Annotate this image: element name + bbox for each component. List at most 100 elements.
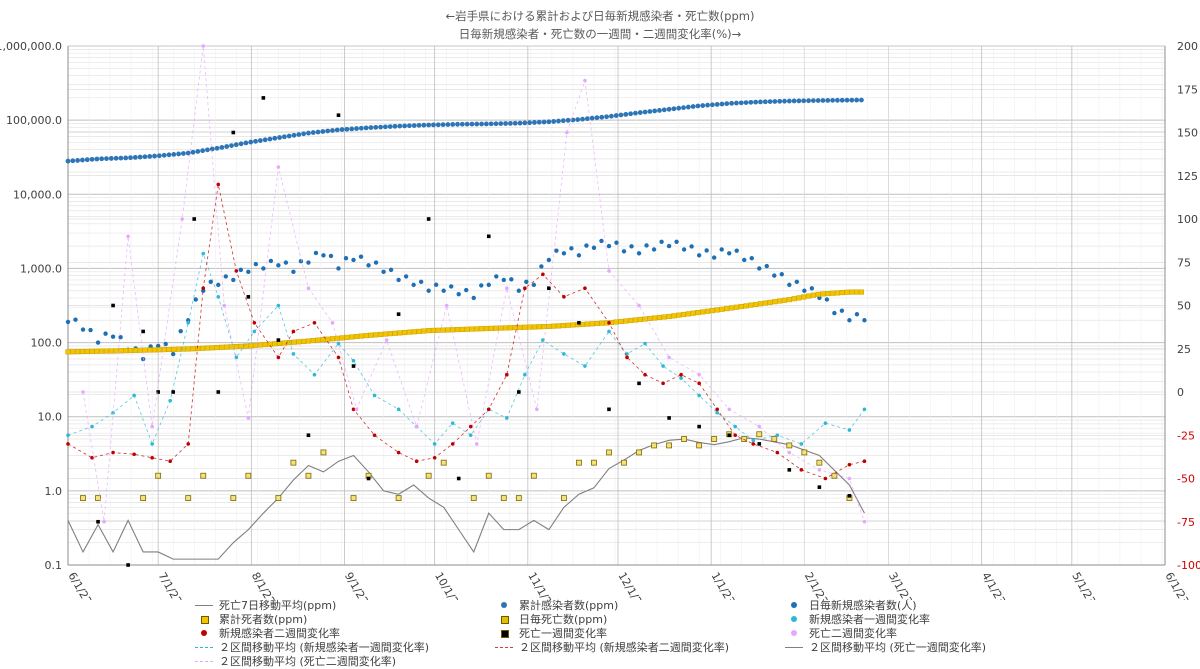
cumulative-deaths-point: [382, 331, 388, 337]
cumulative-cases-point: [690, 104, 696, 109]
daily-new-cases-point: [787, 282, 792, 288]
legend-label: 死亡二週間変化率: [809, 627, 897, 640]
cumulative-cases-point: [455, 121, 460, 127]
left-tick-label: 0.1: [45, 559, 63, 572]
cumulative-deaths-point: [430, 327, 437, 333]
daily-new-cases-point: [373, 260, 379, 265]
cumulative-deaths-point: [171, 346, 177, 352]
rate-cases-1week-point: [715, 410, 719, 415]
cumulative-cases-point: [483, 121, 489, 127]
cumulative-cases-point: [681, 105, 686, 111]
cumulative-deaths-point: [406, 329, 412, 335]
cumulative-cases-point: [791, 98, 797, 104]
daily-deaths-point: [230, 495, 237, 501]
x-tick-label: 12/1/22: [615, 570, 647, 600]
daily-new-cases-point: [88, 327, 93, 333]
cumulative-deaths-point: [387, 331, 393, 337]
daily-deaths-point: [470, 495, 477, 501]
cumulative-cases-point: [123, 155, 129, 161]
x-tick-label: 2/1/23: [802, 570, 831, 600]
daily-deaths-point: [290, 459, 297, 466]
rate-deaths-2week-point: [862, 519, 867, 524]
daily-deaths-point: [576, 459, 582, 466]
cumulative-deaths-point: [416, 328, 422, 334]
rate-deaths-1week-point: [156, 390, 160, 394]
daily-new-cases-point: [411, 282, 416, 288]
cumulative-cases-point: [743, 100, 749, 105]
right-tick-label: 0: [1177, 386, 1184, 399]
legend-item: 死亡二週間変化率: [785, 626, 897, 640]
cumulative-deaths-point: [844, 289, 850, 295]
cumulative-cases-point: [382, 124, 388, 130]
cumulative-deaths-point: [411, 329, 417, 335]
cumulative-deaths-point: [344, 334, 350, 340]
legend-label: 日毎死亡数(ppm): [519, 613, 608, 626]
cumulative-cases-point: [378, 124, 383, 130]
rate-cases-1week-line: [67, 252, 865, 445]
cumulative-cases-point: [310, 130, 316, 135]
cumulative-deaths-point: [729, 305, 735, 311]
cumulative-deaths-point: [709, 308, 715, 314]
cumulative-deaths-point: [75, 349, 81, 355]
cumulative-cases-point: [190, 149, 196, 155]
daily-new-cases-point: [659, 239, 664, 245]
legend-item: 日毎死亡数(ppm): [495, 612, 607, 626]
cumulative-deaths-point: [483, 325, 489, 332]
cumulative-cases-point: [758, 99, 763, 105]
daily-deaths-point: [500, 495, 507, 501]
rate-deaths-1week-point: [757, 442, 762, 446]
rate-cases-2week-point: [186, 442, 191, 446]
cumulative-cases-point: [407, 123, 412, 129]
right-tick-label: -25: [1177, 429, 1195, 442]
rate-deaths-1week-point: [817, 485, 822, 489]
x-tick-label: 5/1/23: [1069, 570, 1098, 600]
cumulative-cases-point: [70, 158, 76, 164]
rate-cases-1week-point: [847, 428, 852, 432]
daily-new-cases-point: [140, 356, 146, 362]
cumulative-cases-point: [479, 121, 484, 127]
cumulative-cases-point: [330, 128, 335, 133]
cumulative-deaths-point: [685, 311, 691, 317]
rate-cases-2week-point: [276, 355, 281, 360]
daily-new-cases-point: [749, 256, 754, 261]
rate-deaths-2week-point: [637, 303, 641, 308]
daily-new-cases-point: [591, 245, 597, 250]
legend-swatch-icon: [785, 641, 803, 653]
cumulative-deaths-point: [156, 347, 162, 353]
cumulative-cases-point: [685, 104, 691, 110]
legend-item: 日毎新規感染者数(人): [785, 598, 917, 612]
rate-deaths-1week-point: [547, 286, 551, 290]
cumulative-cases-point: [613, 113, 619, 118]
daily-new-cases-point: [546, 257, 552, 263]
rate-cases-2week-point: [625, 355, 629, 360]
rate-cases-1week-point: [583, 364, 587, 368]
rate-cases-2week-point: [168, 459, 172, 464]
daily-new-cases-point: [433, 282, 439, 287]
rate-deaths-2week-line: [82, 45, 865, 522]
daily-new-cases-point: [689, 244, 694, 249]
cumulative-deaths-point: [176, 346, 182, 352]
cumulative-cases-point: [854, 97, 860, 103]
daily-new-cases-point: [426, 288, 431, 293]
daily-deaths-point: [305, 472, 312, 479]
rate-deaths-1week-point: [192, 217, 197, 221]
cumulative-cases-point: [108, 156, 114, 161]
daily-new-cases-point: [253, 261, 259, 267]
cumulative-cases-point: [325, 128, 331, 134]
x-tick-label: 7/1/22: [156, 570, 185, 600]
daily-new-cases-point: [313, 250, 319, 256]
cumulative-cases-point: [541, 119, 547, 125]
cumulative-deaths-point: [738, 303, 744, 310]
cumulative-cases-point: [277, 135, 282, 140]
cumulative-cases-point: [503, 121, 508, 126]
daily-deaths-point: [786, 442, 793, 449]
cumulative-cases-point: [623, 111, 629, 117]
cumulative-cases-point: [142, 154, 148, 160]
rate-cases-1week-point: [432, 442, 437, 446]
rate-cases-1week-point: [336, 341, 341, 346]
cumulative-deaths-point: [714, 307, 720, 313]
daily-new-cases-point: [321, 253, 326, 258]
daily-deaths-point: [696, 442, 703, 449]
cumulative-cases-point: [666, 106, 672, 112]
cumulative-deaths-point: [137, 347, 143, 353]
